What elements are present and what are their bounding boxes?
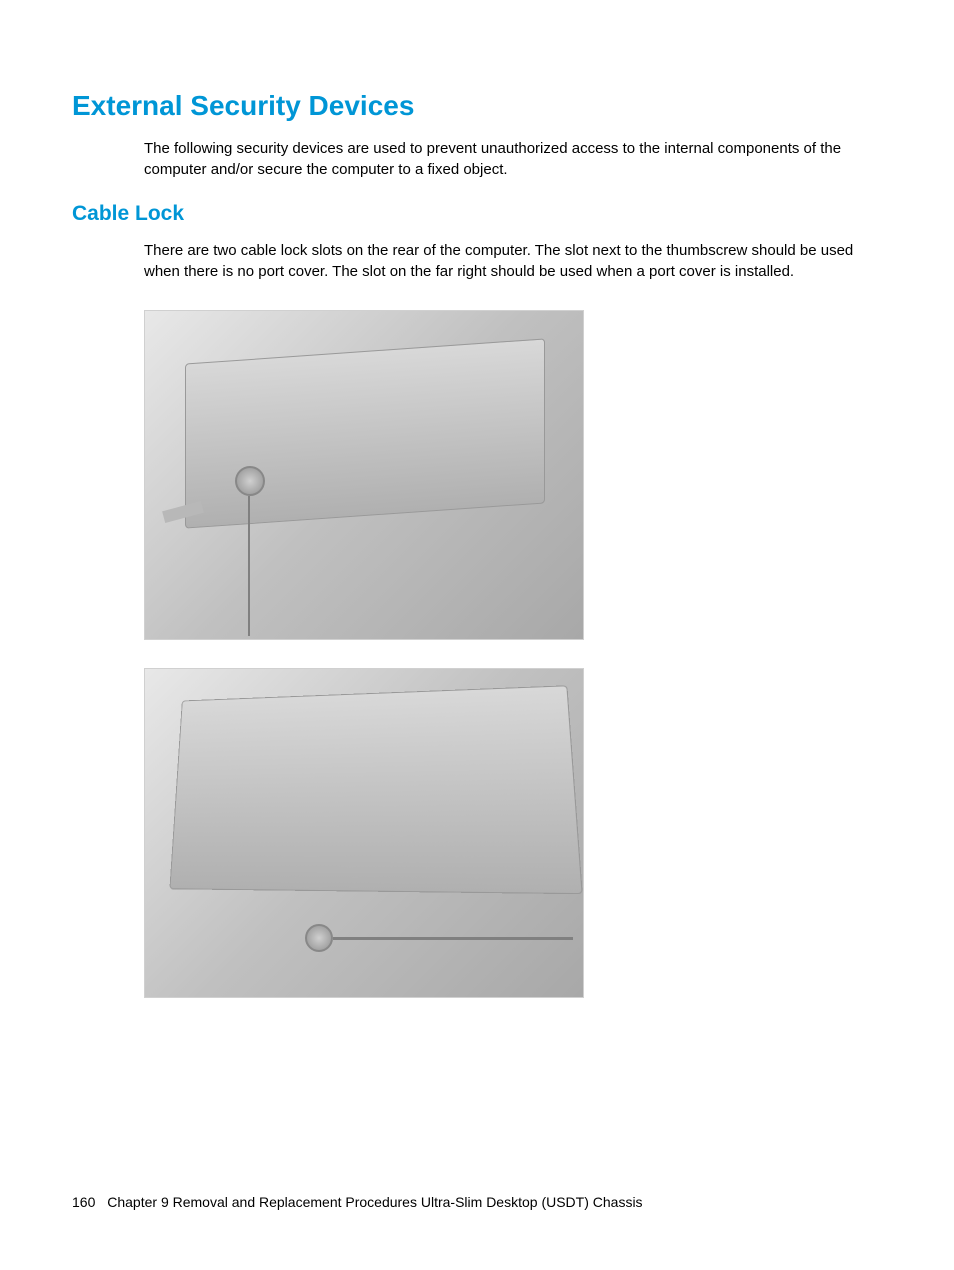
cable-icon xyxy=(248,496,250,636)
chassis-corner-icon xyxy=(169,685,582,894)
sub-heading: Cable Lock xyxy=(72,202,882,226)
page-footer: 160 Chapter 9 Removal and Replacement Pr… xyxy=(72,1194,643,1210)
lock-cylinder-icon xyxy=(305,924,333,952)
figure-1-illustration xyxy=(144,310,584,640)
figure-2-illustration xyxy=(144,668,584,998)
chapter-label: Chapter 9 Removal and Replacement Proced… xyxy=(107,1194,642,1210)
cable-horizontal-icon xyxy=(333,937,573,940)
chassis-shape-icon xyxy=(185,338,545,528)
figure-2-container xyxy=(144,668,882,998)
page-number: 160 xyxy=(72,1194,95,1210)
cable-lock-paragraph: There are two cable lock slots on the re… xyxy=(144,240,882,282)
intro-paragraph: The following security devices are used … xyxy=(144,138,882,180)
figure-1-container xyxy=(144,310,882,640)
main-heading: External Security Devices xyxy=(72,90,882,122)
lock-cylinder-icon xyxy=(235,466,265,496)
